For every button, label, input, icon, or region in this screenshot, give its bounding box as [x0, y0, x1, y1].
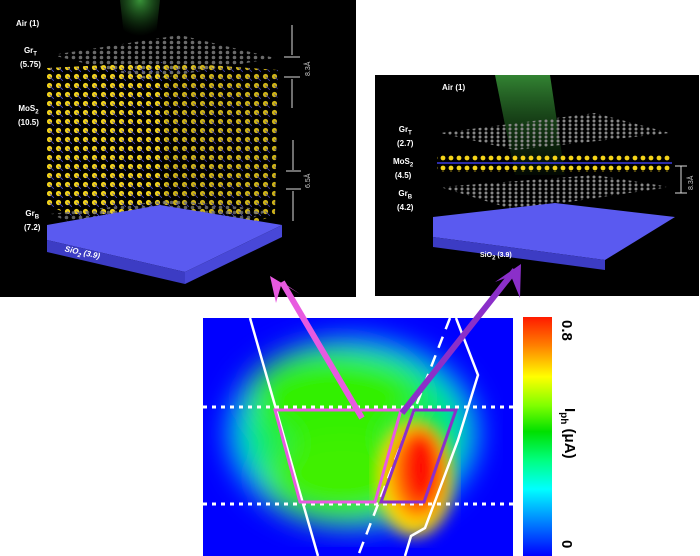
colorbar-min-label: 0 [558, 540, 575, 549]
gap-dimension: 8.3Å [688, 175, 695, 190]
top-gap-dimension: 8.3Å [305, 61, 312, 76]
dimension-markers [284, 25, 301, 221]
sio2-substrate [433, 203, 675, 260]
thick-structure-illustration [47, 0, 301, 284]
top-graphene-layer [440, 113, 670, 150]
photocurrent-map [203, 318, 513, 556]
dimension-marker [675, 165, 687, 194]
top-graphene-label: GrT (2.7) [397, 125, 414, 148]
colorbar [523, 317, 552, 556]
mono-structure-illustration [433, 75, 687, 270]
light-beam [120, 0, 160, 45]
bottom-graphene-layer [440, 175, 670, 210]
bottom-graphene-label: GrB (7.2) [24, 209, 41, 232]
mos2-label: MoS2 (10.5) [18, 104, 39, 127]
top-graphene-label: GrT (5.75) [20, 46, 41, 69]
colorbar-max-label: 0.8 [558, 320, 575, 341]
bottom-graphene-label: GrB (4.2) [397, 189, 414, 212]
thick-mos2-structure-panel: Air (1) GrT (5.75) MoS2 (10.5) GrB (7.2) Si… [0, 0, 356, 297]
mos2-monolayer [437, 155, 672, 172]
mono-mos2-structure-panel: Air (1) GrT (2.7) MoS2 (4.5) GrB (4.2) SiO2… [375, 75, 699, 296]
colorbar-quantity-label: Iph (μA) [558, 408, 578, 459]
air-label: Air (1) [16, 19, 40, 28]
sio2-label: SiO2 (3.9) [480, 252, 512, 262]
bottom-gap-dimension: 6.5Å [305, 173, 312, 188]
air-label: Air (1) [442, 83, 466, 92]
mos2-label: MoS2 (4.5) [393, 157, 414, 180]
